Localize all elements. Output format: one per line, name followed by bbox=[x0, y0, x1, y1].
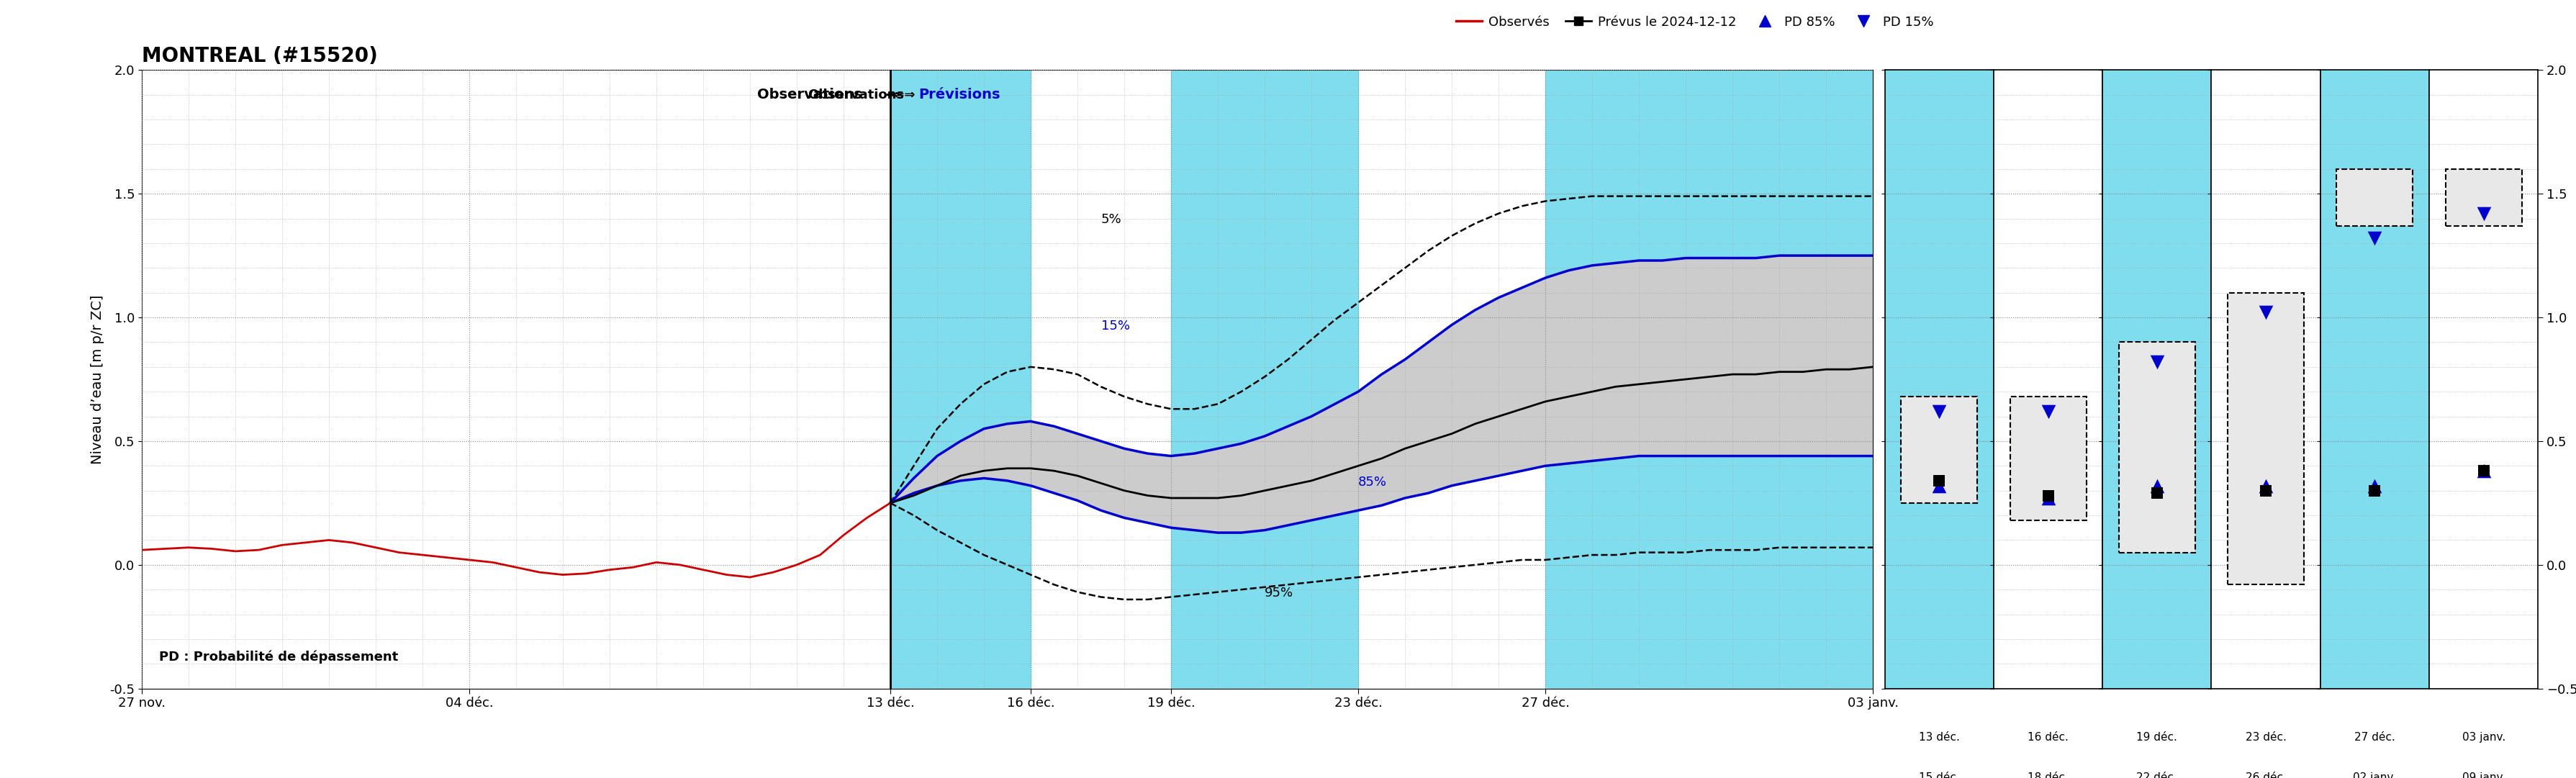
Point bbox=[2463, 207, 2504, 219]
Point bbox=[2027, 492, 2069, 504]
Text: 26 déc.: 26 déc. bbox=[2244, 772, 2285, 778]
Y-axis label: Niveau d’eau [m p/r ZC]: Niveau d’eau [m p/r ZC] bbox=[90, 295, 106, 464]
Point bbox=[2463, 464, 2504, 477]
Bar bbox=[1170, 70, 1358, 689]
Bar bbox=[2009, 397, 2087, 520]
Point bbox=[2244, 479, 2285, 492]
Bar bbox=[2445, 169, 2522, 226]
Point bbox=[2244, 485, 2285, 497]
Text: 19 déc.: 19 déc. bbox=[2136, 732, 2177, 743]
Text: 85%: 85% bbox=[1358, 475, 1386, 489]
Point bbox=[2463, 464, 2504, 477]
Bar bbox=[1901, 397, 1976, 503]
Text: Observations: Observations bbox=[809, 88, 904, 101]
Bar bbox=[891, 70, 1030, 689]
Point bbox=[2027, 405, 2069, 418]
Point bbox=[1919, 475, 1960, 487]
Text: Prévisions: Prévisions bbox=[917, 88, 999, 102]
Point bbox=[2136, 356, 2177, 368]
Text: ⇐⇒: ⇐⇒ bbox=[889, 88, 920, 101]
Point bbox=[2354, 479, 2396, 492]
Text: 95%: 95% bbox=[1265, 587, 1293, 600]
Text: 5%: 5% bbox=[1100, 213, 1121, 226]
Point bbox=[2354, 232, 2396, 244]
Point bbox=[1919, 405, 1960, 418]
Text: MONTREAL (#15520): MONTREAL (#15520) bbox=[142, 46, 379, 66]
Point bbox=[2027, 489, 2069, 502]
Point bbox=[2136, 487, 2177, 499]
Point bbox=[2244, 307, 2285, 319]
Bar bbox=[1546, 70, 1873, 689]
Bar bbox=[2228, 293, 2303, 584]
Text: 13 déc.: 13 déc. bbox=[1919, 732, 1960, 743]
Text: 03 janv.: 03 janv. bbox=[2460, 732, 2504, 743]
Text: 02 janv.: 02 janv. bbox=[2352, 772, 2396, 778]
Point bbox=[1919, 479, 1960, 492]
Text: 27 déc.: 27 déc. bbox=[2354, 732, 2396, 743]
Text: 09 janv.: 09 janv. bbox=[2460, 772, 2504, 778]
Legend: Observés, Prévus le 2024-12-12, PD 85%, PD 15%: Observés, Prévus le 2024-12-12, PD 85%, … bbox=[1450, 10, 1937, 33]
Text: 15%: 15% bbox=[1100, 320, 1128, 333]
Point bbox=[2136, 479, 2177, 492]
Bar bbox=[2117, 342, 2195, 552]
Text: 23 déc.: 23 déc. bbox=[2244, 732, 2285, 743]
Text: 15 déc.: 15 déc. bbox=[1919, 772, 1960, 778]
Text: PD : Probabilité de dépassement: PD : Probabilité de dépassement bbox=[160, 650, 399, 664]
Text: 18 déc.: 18 déc. bbox=[2027, 772, 2069, 778]
Text: 16 déc.: 16 déc. bbox=[2027, 732, 2069, 743]
Text: 22 déc.: 22 déc. bbox=[2136, 772, 2177, 778]
Point bbox=[2354, 485, 2396, 497]
Text: Observations: Observations bbox=[757, 88, 863, 102]
Bar bbox=[2336, 169, 2411, 226]
